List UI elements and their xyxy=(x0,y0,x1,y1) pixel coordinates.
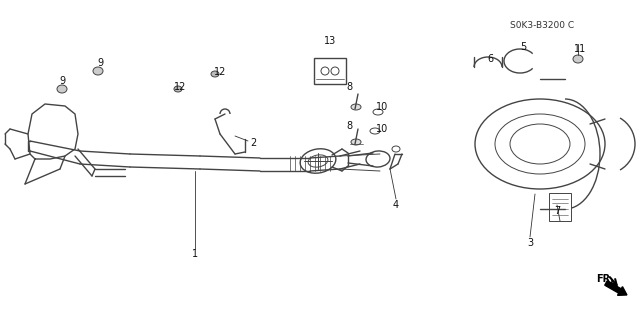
Ellipse shape xyxy=(351,104,361,110)
Text: 7: 7 xyxy=(554,206,560,216)
Text: 9: 9 xyxy=(59,76,65,86)
Ellipse shape xyxy=(174,86,182,92)
Text: 10: 10 xyxy=(376,102,388,112)
FancyBboxPatch shape xyxy=(314,58,346,84)
Text: S0K3-B3200 C: S0K3-B3200 C xyxy=(510,21,574,31)
Ellipse shape xyxy=(573,55,583,63)
Text: 10: 10 xyxy=(376,124,388,134)
FancyBboxPatch shape xyxy=(549,193,571,221)
Text: 12: 12 xyxy=(214,67,226,77)
FancyArrow shape xyxy=(605,281,627,295)
Text: 13: 13 xyxy=(324,36,336,46)
Text: 2: 2 xyxy=(250,138,256,148)
Ellipse shape xyxy=(351,139,361,145)
Ellipse shape xyxy=(57,85,67,93)
Text: 3: 3 xyxy=(527,238,533,248)
Ellipse shape xyxy=(93,67,103,75)
Text: 4: 4 xyxy=(393,200,399,210)
Text: 8: 8 xyxy=(346,82,352,92)
Text: FR.: FR. xyxy=(596,274,614,284)
Ellipse shape xyxy=(211,71,219,77)
Text: 11: 11 xyxy=(574,44,586,54)
Text: 5: 5 xyxy=(520,42,526,52)
Text: 6: 6 xyxy=(487,54,493,64)
Text: 8: 8 xyxy=(346,121,352,131)
Text: 1: 1 xyxy=(192,249,198,259)
Text: 9: 9 xyxy=(97,58,103,68)
Text: 12: 12 xyxy=(174,82,186,92)
